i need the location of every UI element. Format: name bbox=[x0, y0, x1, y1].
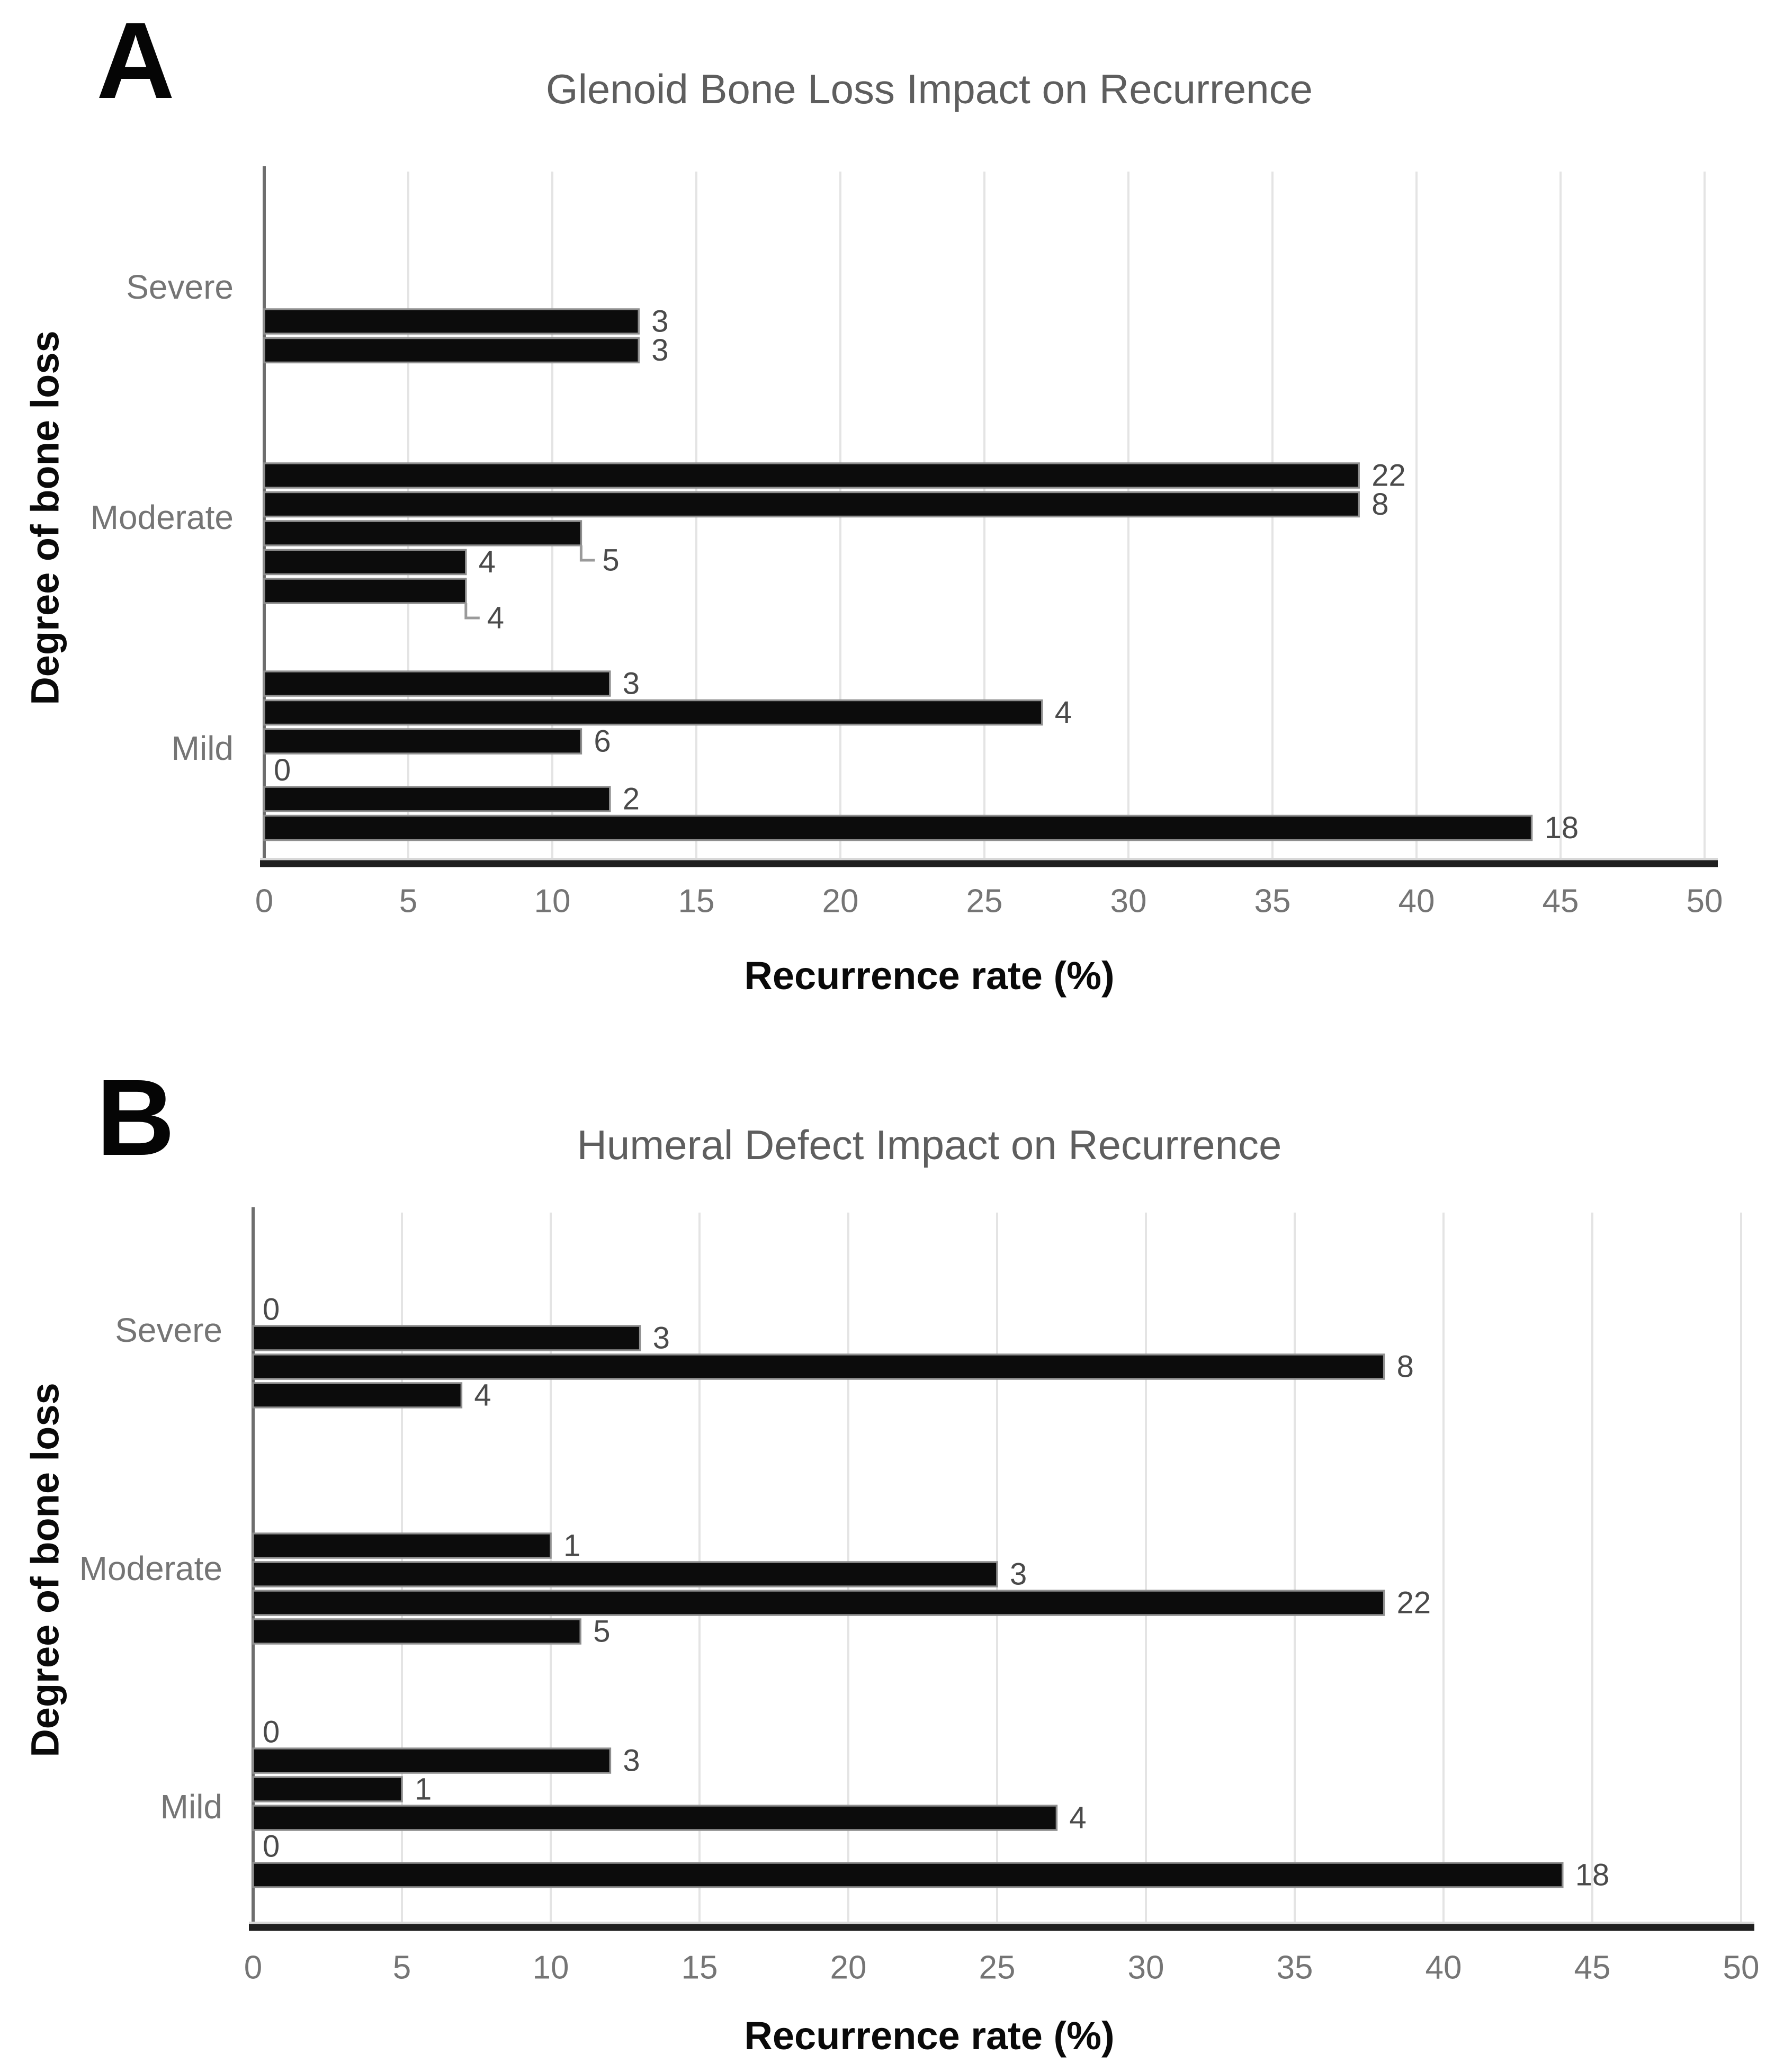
bar bbox=[263, 670, 611, 697]
chart-a-canvas: 0 5 10 15 20 25 30 35 40 45 50Severe33Moderate2285… bbox=[91, 166, 1723, 920]
bar-value-label: 18 bbox=[1545, 811, 1579, 845]
x-tick-label: 20 bbox=[830, 1950, 867, 1986]
bar-value-label: 22 bbox=[1397, 1586, 1431, 1620]
panel-a-letter: A bbox=[96, 0, 175, 121]
category-label: Severe bbox=[115, 1311, 222, 1349]
bar bbox=[263, 814, 1533, 841]
bar-value-label: 4 bbox=[1069, 1801, 1086, 1835]
x-tick-label: 30 bbox=[1110, 883, 1147, 920]
x-tick-label: 10 bbox=[533, 1950, 569, 1986]
bar bbox=[252, 1561, 998, 1587]
label-leader-line bbox=[464, 603, 480, 620]
x-tick-label: 35 bbox=[1254, 883, 1291, 920]
bar-value-label: 3 bbox=[651, 333, 668, 367]
x-tick-label: 15 bbox=[682, 1950, 718, 1986]
x-tick-label: 50 bbox=[1723, 1950, 1760, 1986]
x-tick-label: 15 bbox=[678, 883, 715, 920]
bar-value-label: 8 bbox=[1397, 1350, 1414, 1384]
bar bbox=[252, 1325, 641, 1351]
x-tick-label: 25 bbox=[979, 1950, 1016, 1986]
panel-a: A Glenoid Bone Loss Impact on Recurrence… bbox=[23, 0, 1723, 998]
chart-b-plot: 0 5 10 15 20 25 30 35 40 45 50 Severe 0 3 8 4 Moderate 1 3… bbox=[0, 1038, 1766, 2072]
bar bbox=[252, 1747, 612, 1774]
bar-value-label: 4 bbox=[1055, 695, 1072, 730]
zero-value-label: 0 bbox=[274, 753, 291, 787]
zero-value-label: 0 bbox=[263, 1829, 280, 1864]
chart-a-x-axis-title: Recurrence rate (%) bbox=[744, 954, 1115, 998]
bar bbox=[263, 786, 611, 812]
bar bbox=[252, 1776, 403, 1802]
bar-value-label: 3 bbox=[1010, 1557, 1027, 1592]
bar-value-label: 4 bbox=[487, 601, 504, 635]
x-tick-label: 45 bbox=[1574, 1950, 1611, 1986]
category-label: Mild bbox=[160, 1788, 222, 1826]
bar bbox=[263, 308, 640, 335]
chart-b-title: Humeral Defect Impact on Recurrence bbox=[577, 1122, 1282, 1168]
x-tick-label: 30 bbox=[1128, 1950, 1164, 1986]
x-tick-label: 0 bbox=[255, 883, 273, 920]
label-leader-line bbox=[579, 545, 595, 562]
bar-value-label: 3 bbox=[623, 667, 640, 701]
bar bbox=[263, 337, 640, 364]
x-tick-label: 40 bbox=[1426, 1950, 1462, 1986]
bar-value-label: 5 bbox=[593, 1614, 610, 1649]
bar-value-label: 3 bbox=[651, 304, 668, 339]
bar bbox=[252, 1618, 581, 1645]
bar-value-label: 8 bbox=[1371, 487, 1388, 522]
bar-value-label: 1 bbox=[415, 1772, 432, 1807]
x-tick-label: 0 bbox=[244, 1950, 262, 1986]
chart-b-canvas: 0 5 10 15 20 25 30 35 40 45 50Severe0384Moderate13… bbox=[79, 1207, 1760, 1986]
zero-value-label: 0 bbox=[263, 1715, 280, 1750]
bar bbox=[263, 520, 582, 546]
bar-value-label: 2 bbox=[623, 782, 640, 817]
x-tick-label: 40 bbox=[1399, 883, 1435, 920]
chart-a-title: Glenoid Bone Loss Impact on Recurrence bbox=[545, 66, 1313, 112]
x-tick-label: 25 bbox=[966, 883, 1003, 920]
category-label: Severe bbox=[126, 268, 234, 306]
bar bbox=[263, 699, 1043, 726]
panel-b: B Humeral Defect Impact on Recurrence De… bbox=[0, 1038, 1766, 2072]
x-tick-label: 45 bbox=[1543, 883, 1579, 920]
panel-b-letter: B bbox=[96, 1057, 175, 1178]
x-tick-label: 10 bbox=[534, 883, 571, 920]
bar-value-label: 1 bbox=[563, 1529, 580, 1563]
bar bbox=[263, 462, 1360, 489]
x-tick-label: 5 bbox=[393, 1950, 411, 1986]
bar bbox=[263, 549, 467, 576]
category-label: Moderate bbox=[79, 1549, 222, 1587]
bar bbox=[263, 491, 1360, 518]
bar bbox=[252, 1590, 1385, 1616]
x-tick-label: 35 bbox=[1277, 1950, 1313, 1986]
bar-value-label: 3 bbox=[623, 1744, 640, 1778]
bar bbox=[252, 1353, 1385, 1380]
bar-value-label: 18 bbox=[1575, 1858, 1610, 1892]
zero-value-label: 0 bbox=[263, 1293, 280, 1327]
bar bbox=[263, 578, 467, 604]
bar bbox=[252, 1805, 1058, 1831]
bar-value-label: 22 bbox=[1371, 459, 1406, 493]
chart-a-plot: 0 5 10 15 20 25 30 35 40 45 50 Severe 3 3 Moderate 22 8 5… bbox=[91, 166, 1723, 920]
bar bbox=[252, 1532, 552, 1559]
bar-value-label: 5 bbox=[602, 543, 619, 578]
bar-value-label: 3 bbox=[653, 1321, 670, 1356]
x-tick-label: 5 bbox=[399, 883, 417, 920]
bar bbox=[252, 1382, 463, 1409]
category-label: Moderate bbox=[91, 498, 234, 536]
bar bbox=[252, 1862, 1564, 1888]
x-tick-label: 50 bbox=[1687, 883, 1723, 920]
bar-value-label: 4 bbox=[474, 1378, 491, 1413]
chart-b-x-axis-title: Recurrence rate (%) bbox=[744, 2014, 1115, 2058]
bar-value-label: 6 bbox=[594, 724, 611, 759]
bar bbox=[263, 728, 582, 755]
bar-value-label: 4 bbox=[479, 545, 496, 579]
x-tick-label: 20 bbox=[822, 883, 859, 920]
category-label: Mild bbox=[172, 729, 234, 767]
